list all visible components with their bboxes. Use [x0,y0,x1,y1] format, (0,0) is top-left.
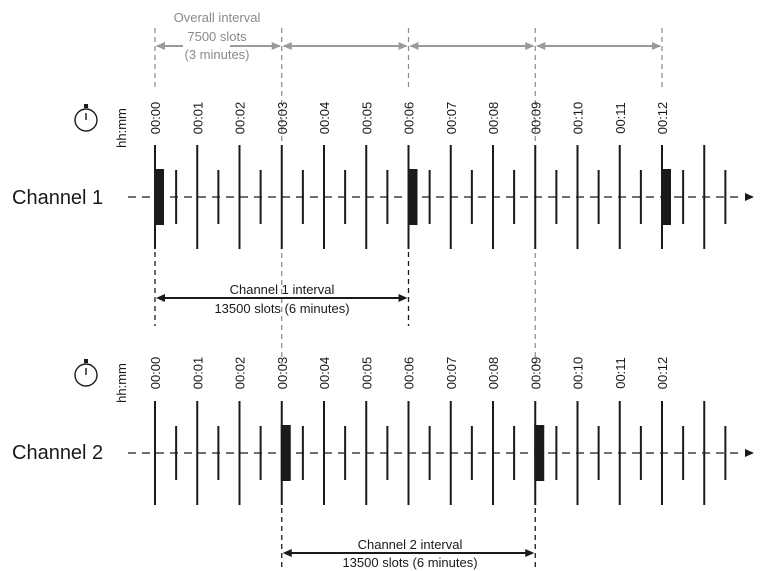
channel1-interval-arrowhead-right [398,294,408,302]
channel2-time-label: 00:05 [359,357,374,390]
channel1-time-label: 00:08 [486,102,501,135]
channel2-axis-arrowhead [745,449,754,457]
overall-interval-minutes: (3 minutes) [184,47,249,62]
channel1-transmission-block [661,169,671,225]
overall-interval-arrowhead [536,42,546,50]
overall-interval-arrowhead [525,42,535,50]
channel1-time-label: 00:07 [444,102,459,135]
channel2-time-label: 00:11 [613,357,628,389]
channel1-transmission-block [154,169,164,225]
channel1-interval-arrowhead-left [156,294,165,302]
channel2-interval-arrowhead-right [525,549,535,557]
channel2-interval-arrowhead-left [282,549,292,557]
channel2-time-label: 00:00 [148,357,163,390]
unit-label-hhmm-1: hh:mm [114,108,129,148]
channel1-time-label: 00:03 [275,102,290,135]
stopwatch-icon [74,104,98,132]
channel1-time-label: 00:01 [190,102,205,135]
channel1-label: Channel 1 [12,187,103,209]
overall-interval-arrowhead [156,42,165,50]
overall-interval-title: Overall interval [174,10,261,25]
channel2-interval-title: Channel 2 interval [358,537,463,552]
channel2-time-label: 00:02 [233,357,248,390]
channel1-time-label: 00:02 [233,102,248,135]
channel2-time-label: 00:09 [528,357,543,390]
channel2-transmission-block [280,425,291,481]
channel1-time-label: 00:10 [571,102,586,135]
channel1-time-label: 00:04 [317,102,332,135]
channel2-time-label: 00:08 [486,357,501,390]
channel1-time-label: 00:05 [359,102,374,135]
overall-interval-arrowhead [409,42,419,50]
channel2-time-label: 00:01 [190,357,205,390]
channel1-axis-arrowhead [745,193,754,201]
channel2-time-label: 00:04 [317,357,332,390]
overall-interval-arrowhead [282,42,292,50]
channel2-label: Channel 2 [12,442,103,464]
unit-label-hhmm-2: hh:mm [114,363,129,403]
channel1-time-label: 00:00 [148,102,163,135]
overall-interval-slots: 7500 slots [187,29,247,44]
overall-interval-arrowhead [271,42,281,50]
channel2-time-label: 00:10 [571,357,586,390]
stopwatch-icon [74,359,98,387]
channel2-transmission-block [534,425,545,481]
channel1-time-label: 00:12 [655,102,670,135]
channel2-time-label: 00:07 [444,357,459,390]
overall-interval-arrowhead [652,42,661,50]
overall-interval-arrowhead [398,42,408,50]
channel1-time-label: 00:09 [528,102,543,135]
channel1-transmission-block [407,169,418,225]
channel2-interval-detail: 13500 slots (6 minutes) [342,555,477,570]
channel1-time-label: 00:11 [613,102,628,134]
channel2-time-label: 00:06 [402,357,417,390]
channel2-time-label: 00:12 [655,357,670,390]
channel1-time-label: 00:06 [402,102,417,135]
channel2-time-label: 00:03 [275,357,290,390]
